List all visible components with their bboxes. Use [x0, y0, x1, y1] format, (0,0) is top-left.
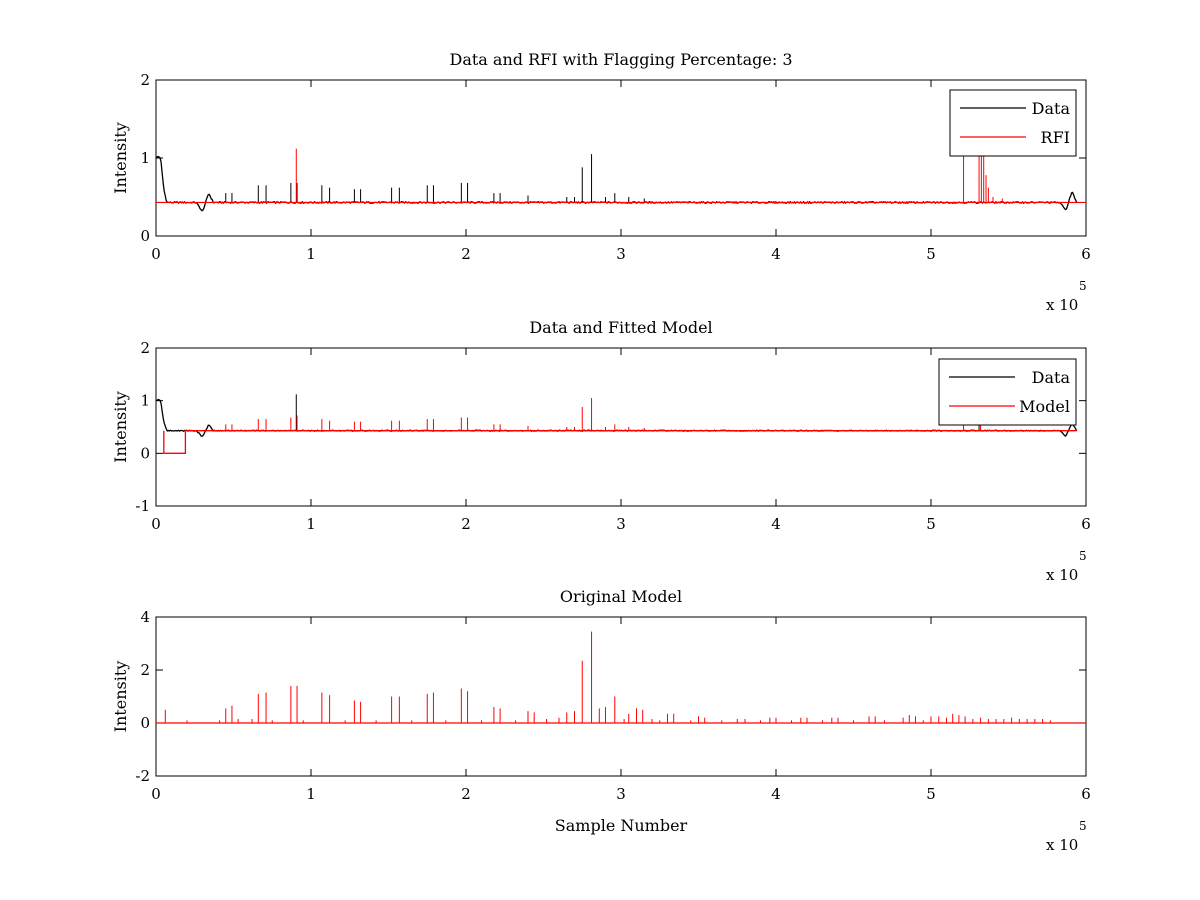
x-multiplier: x 10 [1046, 296, 1078, 314]
axes-box [155, 616, 1087, 777]
x-tick-label: 0 [151, 245, 161, 263]
legend: Data Model [938, 358, 1077, 426]
x-tick-label: 3 [616, 515, 626, 533]
y-tick-label: 0 [140, 444, 150, 462]
y-axis-label: Intensity [111, 661, 130, 733]
x-tick-label: 1 [306, 515, 316, 533]
series-rfi [156, 148, 1086, 204]
y-tick-label: 0 [140, 714, 150, 732]
x-tick-label: 5 [926, 515, 936, 533]
x-tick-label: 4 [771, 515, 781, 533]
x-tick-label: 3 [616, 785, 626, 803]
series-line [163, 430, 1077, 454]
legend-label: Data [1032, 368, 1071, 387]
plot-area [156, 394, 1078, 454]
x-tick-label: 1 [306, 785, 316, 803]
y-tick-label: -2 [135, 767, 150, 785]
x-tick-label: 0 [151, 785, 161, 803]
y-tick-label: 2 [140, 339, 150, 357]
plot-area [156, 631, 1086, 724]
x-tick-label: 6 [1081, 515, 1091, 533]
y-axis-label: Intensity [111, 391, 130, 463]
x-tick-label: 1 [306, 245, 316, 263]
legend: Data RFI [949, 89, 1077, 157]
x-tick-label: 5 [926, 785, 936, 803]
x-tick-label: 6 [1081, 245, 1091, 263]
series-model [156, 631, 1086, 724]
y-tick-label: 2 [140, 71, 150, 89]
chart-panel-1: Data and RFI with Flagging Percentage: 3… [111, 50, 1091, 314]
chart-title: Data and Fitted Model [529, 318, 712, 337]
legend-label: Data [1032, 99, 1071, 118]
x-tick-label: 0 [151, 515, 161, 533]
x-multiplier: x 10 [1046, 566, 1078, 584]
x-tick-label: 2 [461, 245, 471, 263]
x-axis-label: Sample Number [555, 816, 688, 835]
chart-title: Original Model [560, 587, 682, 606]
y-tick-label: 0 [140, 227, 150, 245]
x-tick-label: 4 [771, 245, 781, 263]
x-tick-label: 3 [616, 245, 626, 263]
y-tick-label: 1 [140, 392, 150, 410]
x-tick-label: 4 [771, 785, 781, 803]
x-multiplier-exponent: 5 [1079, 279, 1087, 293]
axes-box [155, 347, 1087, 507]
chart-title: Data and RFI with Flagging Percentage: 3 [449, 50, 792, 69]
x-tick-label: 2 [461, 515, 471, 533]
legend-label: Model [1019, 397, 1070, 416]
plot-area [156, 148, 1086, 212]
x-multiplier-exponent: 5 [1079, 549, 1087, 563]
legend-box [949, 89, 1077, 157]
y-tick-label: 4 [140, 608, 150, 626]
y-tick-label: 2 [140, 661, 150, 679]
x-tick-label: 5 [926, 245, 936, 263]
x-multiplier: x 10 [1046, 836, 1078, 854]
y-tick-label: -1 [135, 497, 150, 515]
y-tick-label: 1 [140, 149, 150, 167]
axes-box [155, 79, 1087, 237]
x-multiplier-exponent: 5 [1079, 819, 1087, 833]
y-axis-label: Intensity [111, 122, 130, 194]
legend-label: RFI [1041, 128, 1070, 147]
x-tick-label: 6 [1081, 785, 1091, 803]
legend-box [938, 358, 1077, 426]
x-tick-label: 2 [461, 785, 471, 803]
